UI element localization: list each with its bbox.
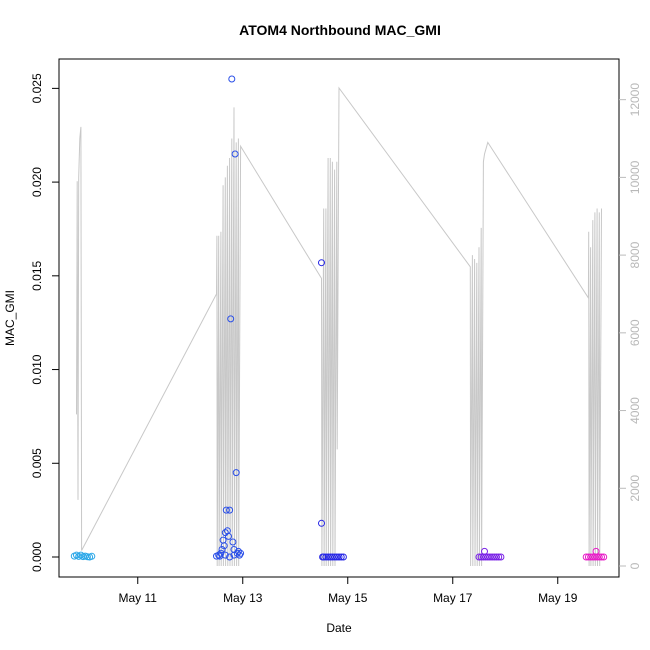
x-tick-label: May 15 <box>328 591 368 605</box>
data-point <box>228 75 236 83</box>
data-point <box>237 549 245 557</box>
x-axis: May 11 May 13 May 15 May 17 May 19 <box>119 577 578 605</box>
data-point <box>226 553 234 561</box>
y2-tick-label: 4000 <box>628 397 642 424</box>
data-point <box>595 553 603 561</box>
data-point <box>218 546 226 553</box>
y2-tick-label: 0 <box>628 562 642 569</box>
data-point <box>320 553 328 561</box>
data-point <box>495 553 503 561</box>
data-point <box>592 547 600 555</box>
data-point <box>88 552 96 560</box>
count-line-layer <box>76 86 602 567</box>
data-point <box>231 150 239 158</box>
data-point <box>497 553 505 561</box>
data-point <box>220 542 228 550</box>
data-point <box>328 553 336 561</box>
data-point <box>598 553 605 561</box>
x-tick-label: May 19 <box>538 591 578 605</box>
data-point <box>490 553 498 561</box>
data-point <box>83 553 91 561</box>
data-point <box>339 553 347 561</box>
points-layer <box>70 75 608 561</box>
data-point <box>333 553 341 561</box>
x-tick-label: May 17 <box>433 591 473 605</box>
data-point <box>475 553 483 561</box>
y2-tick-label: 6000 <box>628 319 642 346</box>
y-tick-label: 0.015 <box>30 260 44 290</box>
y-tick-label: 0.025 <box>30 73 44 103</box>
data-point <box>486 553 494 561</box>
y2-tick-label: 12000 <box>628 83 642 117</box>
y2-tick-label: 8000 <box>628 241 642 268</box>
data-point <box>331 553 339 561</box>
x-tick-label: May 13 <box>223 591 263 605</box>
count-series-line <box>76 86 602 567</box>
data-point <box>225 532 232 540</box>
data-point <box>488 553 496 561</box>
data-point <box>593 553 601 561</box>
y2-tick-label: 2000 <box>628 475 642 502</box>
data-point <box>337 553 345 561</box>
data-point <box>582 553 590 561</box>
y-tick-label: 0.020 <box>30 167 44 197</box>
data-point <box>227 315 235 323</box>
data-point <box>600 553 608 561</box>
data-point <box>493 553 500 561</box>
y-axis-title: MAC_GMI <box>3 290 17 346</box>
y2-tick-label: 10000 <box>628 160 642 194</box>
data-point <box>232 469 240 477</box>
data-point <box>230 551 238 559</box>
data-point <box>222 506 230 514</box>
y-tick-label: 0.005 <box>30 448 44 478</box>
y-tick-label: 0.010 <box>30 354 44 384</box>
data-point <box>477 553 485 561</box>
data-point <box>318 259 325 267</box>
x-axis-title: Date <box>326 621 352 635</box>
data-point <box>234 547 242 555</box>
data-point <box>229 538 237 546</box>
y-tick-label: 0.000 <box>30 542 44 572</box>
data-point <box>215 551 223 559</box>
data-point <box>318 519 325 527</box>
data-point <box>481 547 488 555</box>
data-point <box>221 551 229 559</box>
data-point <box>335 553 343 561</box>
plot-frame <box>58 58 620 578</box>
data-point <box>226 506 234 514</box>
data-point <box>217 549 225 557</box>
y-axis-left: 0.000 0.005 0.010 0.015 0.020 0.025 <box>30 73 59 572</box>
chart-title: ATOM4 Northbound MAC_GMI <box>239 22 441 38</box>
x-tick-label: May 11 <box>119 591 158 605</box>
y-axis-right: 0 2000 4000 6000 8000 10000 12000 <box>619 83 642 569</box>
